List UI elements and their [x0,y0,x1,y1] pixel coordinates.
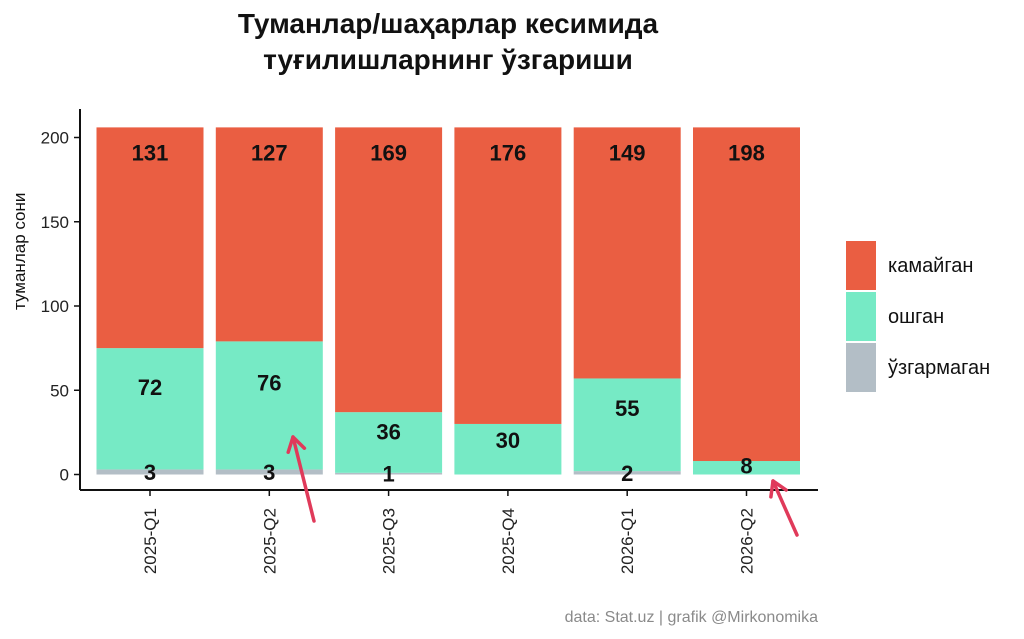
bar-segment-2025-Q3-0 [335,472,443,475]
data-label-2025-Q4-1: 30 [496,428,520,453]
bar-segment-2026-Q1-0 [573,471,681,475]
bar-segment-2025-Q3-2 [335,127,443,413]
bar-segment-2025-Q2-0 [215,469,323,475]
data-label-2026-Q1-0: 2 [621,461,633,486]
data-label-2025-Q4-2: 176 [490,141,527,166]
legend: камайган ошган ўзгармаган [846,241,1016,394]
annotation-arrow-head-1 [769,479,788,499]
annotation-arrow-head-0 [286,435,307,455]
legend-label-oshgan: ошган [888,306,945,328]
y-tick-label-100: 100 [41,297,69,316]
bar-segment-2026-Q1-1 [573,378,681,472]
bar-segment-2025-Q3-1 [335,412,443,473]
x-tick-label-2026-Q2: 2026-Q2 [738,508,757,574]
legend-label-uzgarmagan: ўзгармаган [888,357,991,379]
legend-swatch-oshgan [846,292,876,341]
bar-segment-2025-Q4-2 [454,127,562,424]
chart-title-line-2: туғилишларнинг ўзгариши [263,44,633,75]
x-tick-label-2025-Q3: 2025-Q3 [380,508,399,574]
chart-title: Туманлар/шаҳарлар кесимида туғилишларнин… [0,6,896,78]
data-label-2025-Q1-2: 131 [132,141,169,166]
bar-segment-2025-Q1-0 [96,469,204,475]
annotation-arrow-shaft-1 [771,479,799,537]
y-tick-label-200: 200 [41,129,69,148]
x-tick-label-2025-Q4: 2025-Q4 [499,508,518,574]
bar-segment-2026-Q1-2 [573,127,681,379]
data-label-2025-Q1-0: 3 [144,460,156,485]
bar-segment-2025-Q2-2 [215,127,323,342]
y-tick-label-0: 0 [60,466,69,485]
legend-label-kamaygan: камайган [888,255,974,277]
source-credit: data: Stat.uz | grafik @Mirkonomika [564,609,818,626]
data-label-2025-Q2-0: 3 [263,460,275,485]
data-label-2026-Q2-1: 8 [740,453,752,478]
annotation-arrow-shaft-0 [291,435,316,523]
data-label-2026-Q1-1: 55 [615,396,639,421]
x-tick-label-2025-Q1: 2025-Q1 [141,508,160,574]
bar-segment-2026-Q2-2 [693,127,800,462]
legend-item-uzgarmagan: ўзгармаган [846,343,1016,394]
x-tick-label-2026-Q1: 2026-Q1 [618,508,637,574]
bar-segment-2025-Q2-1 [215,341,323,470]
bar-segment-2025-Q1-1 [96,348,204,470]
y-tick-label-150: 150 [41,213,69,232]
y-tick-label-50: 50 [50,381,69,400]
stacked-bar-chart: 3 72 131 3 76 127 1 36 169 30 176 2 55 149 8 198 0 50 100 1… [41,109,818,574]
data-label-2025-Q3-2: 169 [370,141,407,166]
bar-segment-2025-Q4-1 [454,423,562,475]
data-label-2025-Q3-0: 1 [382,462,394,487]
legend-item-kamaygan: камайган [846,241,1016,292]
legend-swatch-uzgarmagan [846,343,876,392]
data-label-2026-Q1-2: 149 [609,141,646,166]
data-label-2025-Q2-1: 76 [257,370,281,395]
legend-item-oshgan: ошган [846,292,1016,343]
data-label-2025-Q3-1: 36 [376,420,400,445]
data-label-2026-Q2-2: 198 [728,141,765,166]
data-label-2025-Q2-2: 127 [251,141,288,166]
legend-swatch-kamaygan [846,241,876,290]
data-label-2025-Q1-1: 72 [138,375,162,400]
x-tick-label-2025-Q2: 2025-Q2 [260,508,279,574]
bar-segment-2026-Q2-1 [693,461,800,475]
chart-title-line-1: Туманлар/шаҳарлар кесимида [237,8,659,39]
bar-segment-2025-Q1-2 [96,127,204,349]
